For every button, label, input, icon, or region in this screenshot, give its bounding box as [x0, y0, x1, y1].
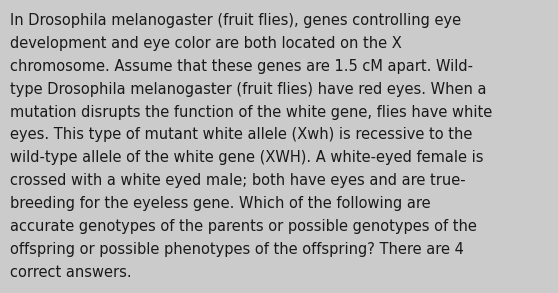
Text: offspring or possible phenotypes of the offspring? There are 4: offspring or possible phenotypes of the … [10, 242, 464, 257]
Text: breeding for the eyeless gene. Which of the following are: breeding for the eyeless gene. Which of … [10, 196, 431, 211]
Text: wild-type allele of the white gene (XWH). A white-eyed female is: wild-type allele of the white gene (XWH)… [10, 150, 484, 165]
Text: mutation disrupts the function of the white gene, flies have white: mutation disrupts the function of the wh… [10, 105, 492, 120]
Text: crossed with a white eyed male; both have eyes and are true-: crossed with a white eyed male; both hav… [10, 173, 466, 188]
Text: accurate genotypes of the parents or possible genotypes of the: accurate genotypes of the parents or pos… [10, 219, 477, 234]
Text: development and eye color are both located on the X: development and eye color are both locat… [10, 36, 402, 51]
Text: correct answers.: correct answers. [10, 265, 132, 280]
Text: In Drosophila melanogaster (fruit flies), genes controlling eye: In Drosophila melanogaster (fruit flies)… [10, 13, 461, 28]
Text: type Drosophila melanogaster (fruit flies) have red eyes. When a: type Drosophila melanogaster (fruit flie… [10, 82, 487, 97]
Text: chromosome. Assume that these genes are 1.5 cM apart. Wild-: chromosome. Assume that these genes are … [10, 59, 473, 74]
Text: eyes. This type of mutant white allele (Xwh) is recessive to the: eyes. This type of mutant white allele (… [10, 127, 473, 142]
